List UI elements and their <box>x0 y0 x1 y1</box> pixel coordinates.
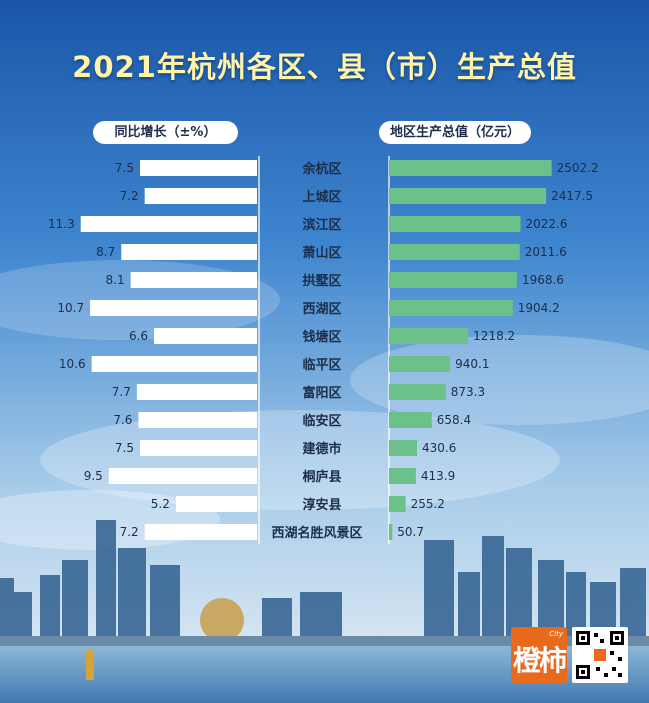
category-label: 拱墅区 <box>302 273 341 289</box>
growth-bar <box>154 328 257 344</box>
gdp-bar <box>389 468 416 484</box>
category-label: 淳安县 <box>302 497 341 513</box>
growth-value-label: 7.6 <box>113 413 132 427</box>
growth-header: 同比增长（±%） <box>93 121 238 144</box>
gdp-bar <box>389 496 406 512</box>
growth-value-label: 6.6 <box>129 329 148 343</box>
logo-text: 橙柿 <box>512 644 567 677</box>
growth-bar <box>175 496 257 512</box>
gdp-bar <box>389 356 451 372</box>
growth-bar <box>136 384 257 400</box>
growth-bar <box>130 272 257 288</box>
gdp-value-label: 413.9 <box>421 469 455 483</box>
gdp-bar <box>389 300 513 316</box>
gdp-value-label: 940.1 <box>455 357 489 371</box>
growth-value-label: 7.7 <box>112 385 131 399</box>
category-label: 滨江区 <box>302 217 341 233</box>
gdp-value-label: 658.4 <box>437 413 471 427</box>
gdp-bar <box>389 384 446 400</box>
gdp-value-label: 2502.2 <box>557 161 599 175</box>
gdp-value-label: 2417.5 <box>551 189 593 203</box>
growth-value-label: 8.7 <box>96 245 115 259</box>
gdp-value-label: 1968.6 <box>522 273 564 287</box>
growth-value-label: 7.5 <box>115 161 134 175</box>
growth-value-label: 7.5 <box>115 441 134 455</box>
chart-title: 2021年杭州各区、县（市）生产总值 <box>72 50 577 84</box>
growth-value-label: 8.1 <box>106 273 125 287</box>
growth-bar <box>144 188 257 204</box>
growth-value-label: 11.3 <box>48 217 75 231</box>
category-label: 建德市 <box>302 441 341 457</box>
growth-bar <box>90 300 257 316</box>
growth-value-label: 5.2 <box>151 497 170 511</box>
category-label: 钱塘区 <box>302 329 341 345</box>
growth-bar <box>80 216 257 232</box>
brand-logo: City 橙柿 <box>511 627 567 683</box>
gdp-value-label: 2022.6 <box>525 217 567 231</box>
growth-bar <box>140 440 257 456</box>
gdp-value-label: 430.6 <box>422 441 456 455</box>
growth-bar <box>121 244 257 260</box>
category-label: 富阳区 <box>302 385 341 401</box>
growth-bar <box>140 160 257 176</box>
category-label: 临平区 <box>302 357 341 373</box>
category-label: 上城区 <box>302 189 341 205</box>
gdp-value-label: 1904.2 <box>518 301 560 315</box>
gdp-bar <box>389 328 469 344</box>
gdp-bar <box>389 524 393 540</box>
gdp-bar <box>389 440 417 456</box>
growth-value-label: 7.2 <box>120 525 139 539</box>
gdp-header: 地区生产总值（亿元） <box>379 121 531 144</box>
gdp-bar <box>389 216 521 232</box>
gdp-value-label: 873.3 <box>451 385 485 399</box>
growth-bar <box>108 468 257 484</box>
logo-city-mark: City <box>549 630 563 638</box>
gdp-value-label: 50.7 <box>397 525 424 539</box>
growth-bar <box>144 524 257 540</box>
gdp-bar <box>389 160 552 176</box>
growth-value-label: 10.6 <box>59 357 86 371</box>
category-label: 萧山区 <box>302 245 341 261</box>
category-label: 余杭区 <box>301 161 341 177</box>
gdp-value-label: 1218.2 <box>473 329 515 343</box>
growth-value-label: 9.5 <box>84 469 103 483</box>
qr-code-icon <box>572 627 628 683</box>
growth-bar <box>138 412 257 428</box>
category-label: 桐庐县 <box>302 469 341 485</box>
growth-value-label: 10.7 <box>57 301 84 315</box>
growth-value-label: 7.2 <box>120 189 139 203</box>
gdp-value-label: 255.2 <box>411 497 445 511</box>
gdp-bar <box>389 412 432 428</box>
gdp-value-label: 2011.6 <box>525 245 567 259</box>
gdp-bar <box>389 244 520 260</box>
growth-bar <box>91 356 257 372</box>
category-label: 临安区 <box>302 413 341 429</box>
gdp-bar <box>389 188 547 204</box>
category-label: 西湖区 <box>302 302 341 317</box>
gdp-bar <box>389 272 517 288</box>
category-label: 西湖名胜风景区 <box>271 525 362 541</box>
